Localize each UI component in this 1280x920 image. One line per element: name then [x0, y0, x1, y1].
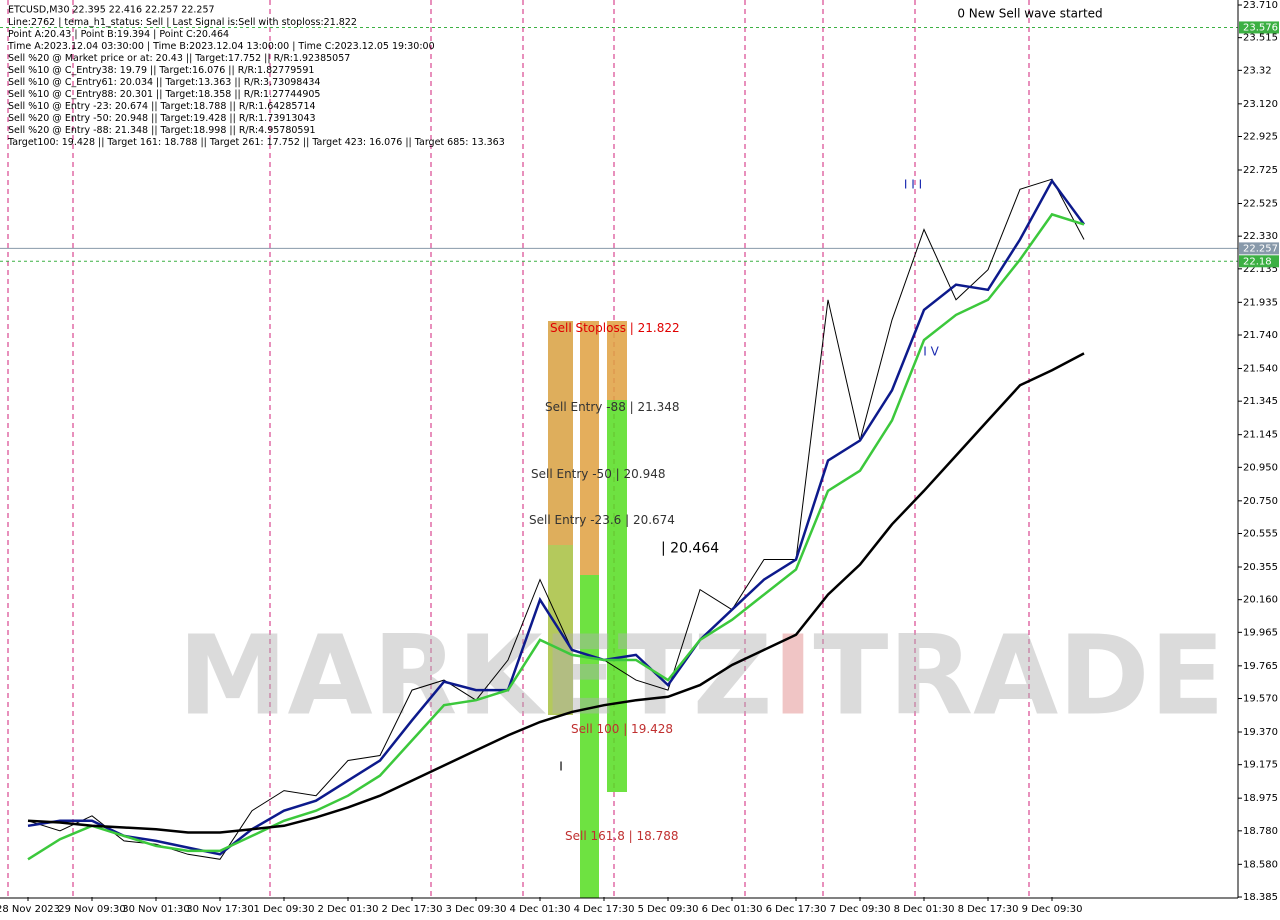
chart-title: ETCUSD,M30 22.395 22.416 22.257 22.257	[8, 5, 215, 16]
y-tick-label: 22.725	[1243, 165, 1278, 176]
y-tick-label: 22.925	[1243, 131, 1278, 142]
info-line: Time A:2023.12.04 03:30:00 | Time B:2023…	[7, 41, 435, 52]
y-tick-label: 23.710	[1243, 0, 1278, 11]
x-tick-label: 2 Dec 01:30	[318, 904, 379, 915]
y-tick-label: 19.370	[1243, 727, 1278, 738]
y-tick-label: 18.385	[1243, 892, 1278, 903]
info-line: Line:2762 | tema_h1_status: Sell | Last …	[8, 17, 357, 28]
info-line: Sell %20 @ Entry -88: 21.348 || Target:1…	[8, 125, 316, 136]
x-tick-label: 2 Dec 17:30	[382, 904, 443, 915]
x-tick-label: 7 Dec 09:30	[830, 904, 891, 915]
series-line	[27, 352, 1085, 834]
x-tick-label: 8 Dec 01:30	[894, 904, 955, 915]
x-tick-label: 9 Dec 09:30	[1022, 904, 1083, 915]
wave-label: 0 New Sell wave started	[957, 7, 1102, 21]
info-line: Sell %10 @ Entry -23: 20.674 || Target:1…	[8, 101, 316, 112]
x-tick-label: 4 Dec 17:30	[574, 904, 635, 915]
y-tick-label: 22.330	[1243, 231, 1278, 242]
x-tick-label: 30 Nov 17:30	[186, 904, 253, 915]
annotation-label: Sell Entry -88 | 21.348	[545, 400, 679, 414]
y-tick-label: 20.950	[1243, 462, 1278, 473]
y-tick-label: 23.120	[1243, 99, 1278, 110]
y-tick-label: 21.540	[1243, 364, 1278, 375]
watermark: MARKETZ I TRADE	[178, 611, 1225, 739]
y-tick-label: 20.555	[1243, 528, 1278, 539]
y-tick-label: 19.765	[1243, 661, 1278, 672]
y-tick-label: 18.580	[1243, 859, 1278, 870]
x-tick-label: 8 Dec 17:30	[958, 904, 1019, 915]
x-tick-label: 6 Dec 17:30	[766, 904, 827, 915]
price-level-tag	[1239, 255, 1279, 268]
y-tick-label: 20.160	[1243, 595, 1278, 606]
watermark-text: MARKETZ	[178, 611, 772, 739]
y-tick-label: 22.135	[1243, 264, 1278, 275]
x-tick-label: 30 Nov 01:30	[122, 904, 189, 915]
info-line: Sell %20 @ Market price or at: 20.43 || …	[8, 53, 350, 64]
wave-label: I V	[923, 345, 939, 359]
y-tick-label: 22.525	[1243, 199, 1278, 210]
y-tick-label: 21.145	[1243, 430, 1278, 441]
series-line	[27, 212, 1085, 861]
annotation-label: Sell Entry -23.6 | 20.674	[529, 513, 675, 527]
annotation-label: Sell 161.8 | 18.788	[565, 829, 679, 843]
x-tick-label: 4 Dec 01:30	[510, 904, 571, 915]
info-line: Sell %10 @ C_Entry38: 19.79 || Target:16…	[8, 65, 314, 76]
y-tick-label: 21.345	[1243, 396, 1278, 407]
x-tick-label: 1 Dec 09:30	[254, 904, 315, 915]
info-line: Sell %20 @ Entry -50: 20.948 || Target:1…	[8, 113, 316, 124]
info-line: Sell %10 @ C_Entry61: 20.034 || Target:1…	[8, 77, 320, 88]
watermark-text: I	[772, 611, 813, 739]
y-tick-label: 18.780	[1243, 826, 1278, 837]
x-tick-label: 29 Nov 09:30	[58, 904, 125, 915]
info-line: Point A:20.43 | Point B:19.394 | Point C…	[8, 29, 229, 40]
annotation-label: Sell Entry -50 | 20.948	[531, 467, 665, 481]
info-line: Sell %10 @ C_Entry88: 20.301 || Target:1…	[8, 89, 320, 100]
x-tick-label: 28 Nov 2023	[0, 904, 60, 915]
y-tick-label: 21.935	[1243, 297, 1278, 308]
price-level-label: 22.257	[1243, 243, 1278, 254]
session-lines	[7, 0, 1030, 898]
plot	[0, 26, 1238, 861]
series-line	[27, 178, 1085, 860]
wave-label: I I I	[904, 178, 922, 192]
y-tick-label: 19.175	[1243, 760, 1278, 771]
y-tick-label: 18.975	[1243, 793, 1278, 804]
x-tick-label: 5 Dec 09:30	[638, 904, 699, 915]
price-level-label: 22.18	[1243, 256, 1272, 267]
price-level-tag	[1239, 242, 1279, 255]
annotation-label: | 20.464	[661, 541, 719, 557]
x-tick-label: 6 Dec 01:30	[702, 904, 763, 915]
y-tick-label: 19.965	[1243, 627, 1278, 638]
y-tick-label: 20.750	[1243, 496, 1278, 507]
price-level-label: 23.576	[1243, 22, 1278, 33]
watermark-text: TRADE	[813, 611, 1224, 739]
price-level-tag	[1239, 21, 1279, 34]
info-line: Target100: 19.428 || Target 161: 18.788 …	[7, 137, 505, 148]
annotation-label: Sell 100 | 19.428	[571, 722, 673, 736]
wave-label: I	[559, 760, 563, 774]
y-tick-label: 23.515	[1243, 33, 1278, 44]
y-tick-label: 19.570	[1243, 693, 1278, 704]
y-tick-label: 21.740	[1243, 330, 1278, 341]
annotation-label: Sell Stoploss | 21.822	[550, 321, 680, 335]
x-tick-label: 3 Dec 09:30	[446, 904, 507, 915]
y-tick-label: 23.32	[1243, 65, 1272, 76]
y-tick-label: 20.355	[1243, 562, 1278, 573]
